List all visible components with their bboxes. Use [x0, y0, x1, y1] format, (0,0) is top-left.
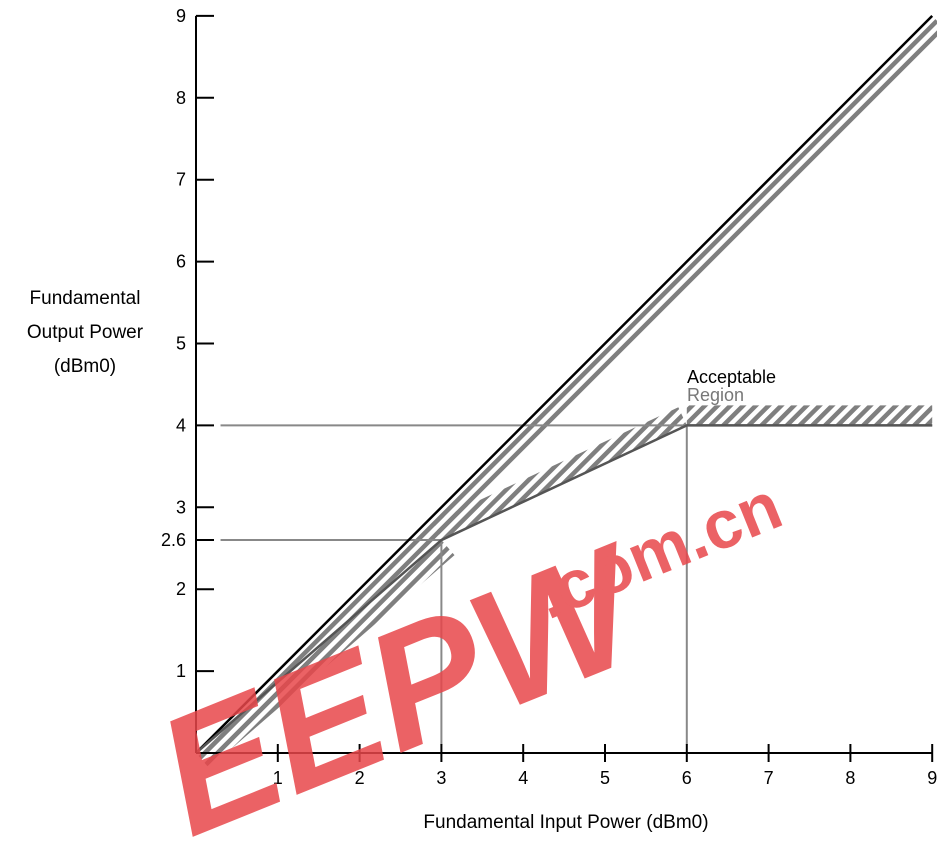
- y-axis-title-line-2: Output Power: [27, 322, 144, 343]
- y-tick-label: 1: [176, 661, 186, 681]
- watermark-domain: .com.cn: [525, 467, 792, 634]
- x-tick-label: 2: [355, 768, 365, 788]
- x-tick-label: 9: [927, 768, 937, 788]
- axes: 1 2 3 4 5 6 7 8 9 1 2 2.6 3 4 5 6 7 8 9: [161, 6, 937, 788]
- x-tick-label: 4: [518, 768, 528, 788]
- y-axis-title-line-1: Fundamental: [30, 288, 141, 309]
- annotation-region: Region: [687, 385, 744, 405]
- y-tick-label: 2: [176, 579, 186, 599]
- x-tick-label: 7: [764, 768, 774, 788]
- y-tick-label: 3: [176, 497, 186, 517]
- x-ticks: 1 2 3 4 5 6 7 8 9: [273, 744, 937, 788]
- hatched-band: [196, 15, 937, 768]
- x-tick-label: 8: [845, 768, 855, 788]
- y-tick-label: 2.6: [161, 530, 186, 550]
- x-tick-label: 3: [436, 768, 446, 788]
- series-line-2: [195, 424, 933, 754]
- series-line-1: [195, 15, 934, 754]
- x-tick-label: 1: [273, 768, 283, 788]
- y-tick-label: 9: [176, 6, 186, 26]
- x-tick-label: 6: [682, 768, 692, 788]
- x-axis-title: Fundamental Input Power (dBm0): [423, 812, 708, 833]
- annotation-acceptable: Acceptable: [687, 367, 776, 387]
- x-tick-label: 5: [600, 768, 610, 788]
- hatched-band: [432, 407, 687, 541]
- y-tick-label: 8: [176, 88, 186, 108]
- hatch-layer: [196, 15, 937, 769]
- y-tick-label: 5: [176, 334, 186, 354]
- series-layer: [195, 15, 934, 754]
- y-tick-label: 4: [176, 415, 186, 435]
- y-ticks: 1 2 2.6 3 4 5 6 7 8 9: [161, 6, 214, 681]
- y-tick-label: 7: [176, 170, 186, 190]
- hatched-band: [196, 540, 455, 769]
- hatched-band: [686, 405, 933, 426]
- y-axis-title-line-3: (dBm0): [54, 356, 116, 377]
- y-tick-label: 6: [176, 252, 186, 272]
